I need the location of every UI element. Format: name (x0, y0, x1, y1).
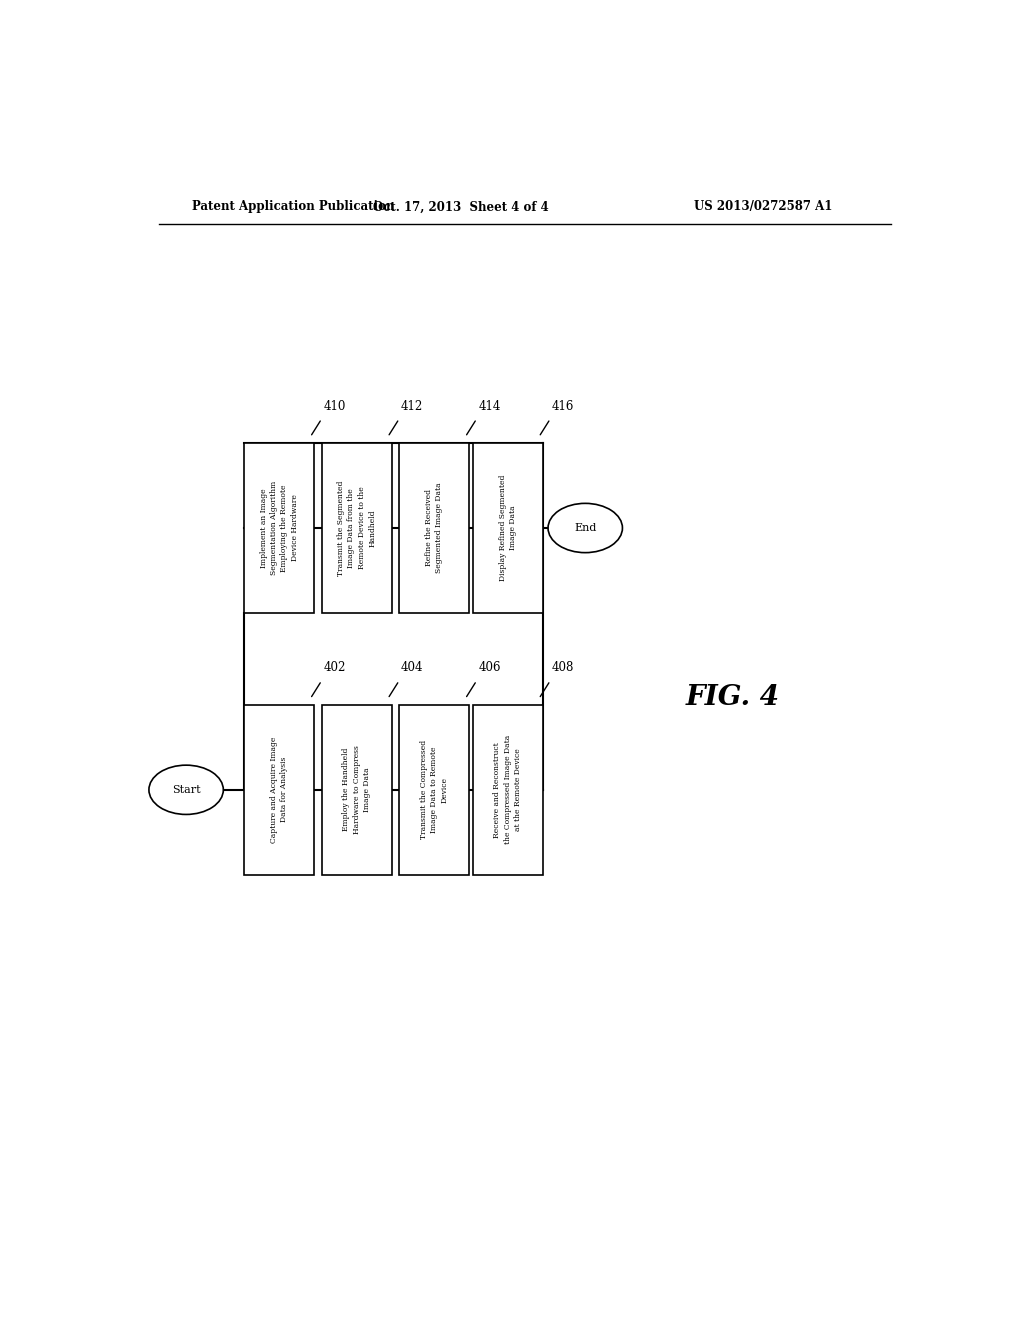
Text: Receive and Reconstruct
the Compressed Image Data
at the Remote Device: Receive and Reconstruct the Compressed I… (494, 735, 522, 845)
FancyBboxPatch shape (399, 444, 469, 612)
Text: 412: 412 (400, 400, 423, 412)
Text: Patent Application Publication: Patent Application Publication (191, 201, 394, 214)
Text: 410: 410 (324, 400, 346, 412)
Text: End: End (574, 523, 596, 533)
Text: Implement an Image
Segmentation Algorithm
Employing the Remote
Device Hardware: Implement an Image Segmentation Algorith… (259, 480, 299, 576)
Text: Display Refined Segmented
Image Data: Display Refined Segmented Image Data (499, 475, 517, 581)
Text: US 2013/0272587 A1: US 2013/0272587 A1 (694, 201, 833, 214)
Text: 404: 404 (400, 661, 423, 675)
Text: 414: 414 (478, 400, 501, 412)
Text: 408: 408 (552, 661, 574, 675)
Text: Refine the Received
Segmented Image Data: Refine the Received Segmented Image Data (425, 483, 443, 573)
Ellipse shape (148, 766, 223, 814)
Text: Start: Start (172, 785, 201, 795)
Text: Transmit the Segmented
Image Data from the
Remote Device to the
Handheld: Transmit the Segmented Image Data from t… (337, 480, 376, 576)
FancyBboxPatch shape (473, 705, 543, 874)
Text: Employ the Handheld
Hardware to Compress
Image Data: Employ the Handheld Hardware to Compress… (342, 746, 371, 834)
FancyBboxPatch shape (322, 705, 391, 874)
Text: Oct. 17, 2013  Sheet 4 of 4: Oct. 17, 2013 Sheet 4 of 4 (374, 201, 549, 214)
Text: Capture and Acquire Image
Data for Analysis: Capture and Acquire Image Data for Analy… (270, 737, 289, 843)
Text: FIG. 4: FIG. 4 (686, 684, 780, 711)
FancyBboxPatch shape (245, 705, 314, 874)
FancyBboxPatch shape (399, 705, 469, 874)
Text: 402: 402 (324, 661, 346, 675)
Text: Transmit the Compressed
Image Data to Remote
Device: Transmit the Compressed Image Data to Re… (420, 741, 449, 840)
FancyBboxPatch shape (322, 444, 391, 612)
FancyBboxPatch shape (473, 444, 543, 612)
Text: 416: 416 (552, 400, 574, 412)
Text: 406: 406 (478, 661, 501, 675)
Ellipse shape (548, 503, 623, 553)
FancyBboxPatch shape (245, 444, 314, 612)
